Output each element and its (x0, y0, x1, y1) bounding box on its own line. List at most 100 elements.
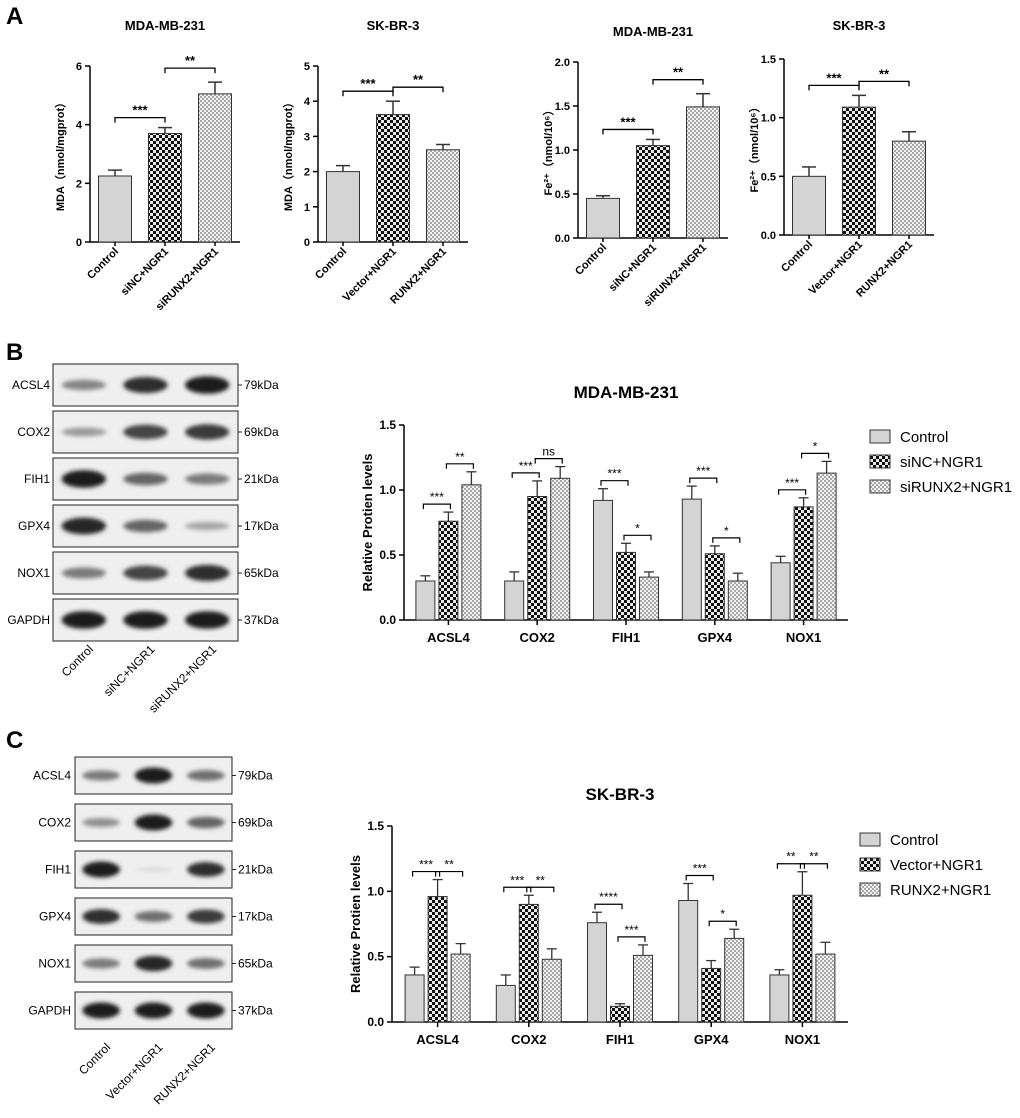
molecular-weight: 37kDa (238, 1004, 273, 1018)
y-tick-label: 0.0 (367, 1015, 384, 1029)
significance-bracket (685, 874, 714, 881)
significance-bracket (652, 79, 704, 85)
bar (504, 580, 525, 621)
x-tick-label: Control (779, 239, 815, 275)
molecular-weight: 21kDa (238, 863, 273, 877)
bar (633, 954, 653, 1023)
protein-band (134, 1002, 173, 1019)
x-tick-label: GPX4 (694, 1032, 729, 1047)
protein-band (184, 611, 230, 629)
significance-bracket (594, 903, 623, 910)
protein-band (184, 424, 230, 440)
y-tick-label: 1 (304, 202, 310, 214)
y-tick-label: 1.5 (367, 819, 384, 833)
protein-band (186, 909, 225, 924)
y-tick-label: 1.5 (761, 54, 776, 66)
significance-label: *** (624, 923, 638, 937)
y-tick-label: 0.5 (367, 950, 384, 964)
y-axis-label: Relative Protien levels (360, 453, 375, 591)
protein-band (82, 817, 121, 828)
protein-name: NOX1 (17, 566, 50, 580)
legend-swatch (869, 479, 891, 494)
protein-band (61, 427, 107, 437)
significance-bracket (435, 870, 464, 877)
significance-bracket (534, 458, 563, 464)
bar (586, 197, 620, 239)
significance-label: ** (879, 66, 890, 81)
x-tick-label: Control (85, 246, 121, 282)
molecular-weight: 21kDa (244, 472, 279, 486)
bar (450, 953, 471, 1023)
chart-a2: SK-BR-3012345MDA（nmol/mgprot）ControlVect… (282, 18, 468, 307)
protein-name: GPX4 (18, 519, 50, 533)
x-tick-label: FIH1 (612, 630, 640, 645)
legend-label: Control (890, 832, 938, 849)
significance-label: ** (809, 850, 819, 864)
chart-title: MDA-MB-231 (613, 24, 693, 39)
x-tick-label: Control (573, 242, 609, 278)
y-tick-label: 1.5 (555, 101, 570, 113)
chart-title: MDA-MB-231 (574, 383, 679, 402)
protein-band (186, 958, 225, 969)
protein-name: COX2 (17, 425, 50, 439)
blots-layer: ACSL4 79kDa COX2 69kDa FIH1 21kDa GPX4 17kDa NOX… (7, 363, 279, 1107)
protein-band (184, 564, 230, 582)
bar (815, 953, 836, 1023)
bar (426, 149, 460, 243)
significance-bracket (617, 936, 646, 942)
legend-swatch (869, 454, 891, 469)
bar (639, 576, 659, 621)
y-tick-label: 0.0 (555, 233, 570, 245)
significance-bracket (623, 534, 652, 541)
bar (518, 903, 539, 1023)
bar (842, 106, 876, 236)
lane-label: siNC+NGR1 (101, 642, 158, 699)
significance-bracket (858, 80, 910, 87)
bar (98, 175, 132, 243)
protein-band (61, 379, 107, 391)
significance-label: *** (785, 476, 799, 490)
x-tick-label: GPX4 (697, 630, 732, 645)
significance-bracket (808, 84, 860, 91)
protein-name: FIH1 (45, 863, 71, 877)
y-tick-label: 0.5 (379, 548, 396, 562)
significance-bracket (503, 886, 532, 893)
y-axis-label: Relative Protien levels (348, 855, 363, 993)
significance-label: * (813, 439, 818, 453)
chart-c: SK-BR-3 0.0 0.5 1.0 1.5 Relative Protien leve… (348, 785, 991, 1047)
legend-swatch (869, 429, 891, 444)
panel-label-c: C (6, 727, 23, 754)
significance-bracket (600, 480, 629, 486)
panel-label-a: A (6, 3, 23, 30)
legend-swatch (859, 882, 881, 897)
significance-bracket (392, 86, 444, 93)
bar (427, 896, 448, 1023)
bar (701, 967, 722, 1023)
protein-name: COX2 (38, 816, 71, 830)
chart-b: MDA-MB-231 0.0 0.5 1.0 1.5 Relative Protien l… (360, 383, 1012, 645)
significance-label: *** (360, 76, 376, 91)
chart-title: SK-BR-3 (833, 18, 886, 33)
significance-bracket (445, 463, 474, 469)
chart-title: MDA-MB-231 (125, 18, 205, 33)
western-blot-c: ACSL4 79kDa COX2 69kDa FIH1 21kDa GPX4 17kDa NOX… (28, 756, 273, 1107)
y-axis-label: MDA（nmol/mgprot） (282, 97, 295, 211)
molecular-weight: 69kDa (238, 816, 273, 830)
panel-label-b: B (6, 339, 23, 366)
protein-band (186, 862, 225, 877)
significance-bracket (114, 116, 166, 123)
significance-bracket (164, 67, 216, 74)
bar (770, 562, 791, 621)
significance-label: *** (826, 70, 842, 85)
protein-band (123, 424, 168, 440)
y-tick-label: 2.0 (555, 57, 570, 69)
y-tick-label: 1.5 (379, 418, 396, 432)
molecular-weight: 65kDa (244, 566, 279, 580)
bar (792, 894, 813, 1023)
protein-name: GPX4 (39, 910, 71, 924)
significance-bracket (602, 128, 654, 135)
legend: Control siNC+NGR1 siRUNX2+NGR1 (869, 429, 1012, 496)
x-tick-label: NOX1 (785, 1032, 820, 1047)
legend-label: Vector+NGR1 (890, 857, 983, 874)
